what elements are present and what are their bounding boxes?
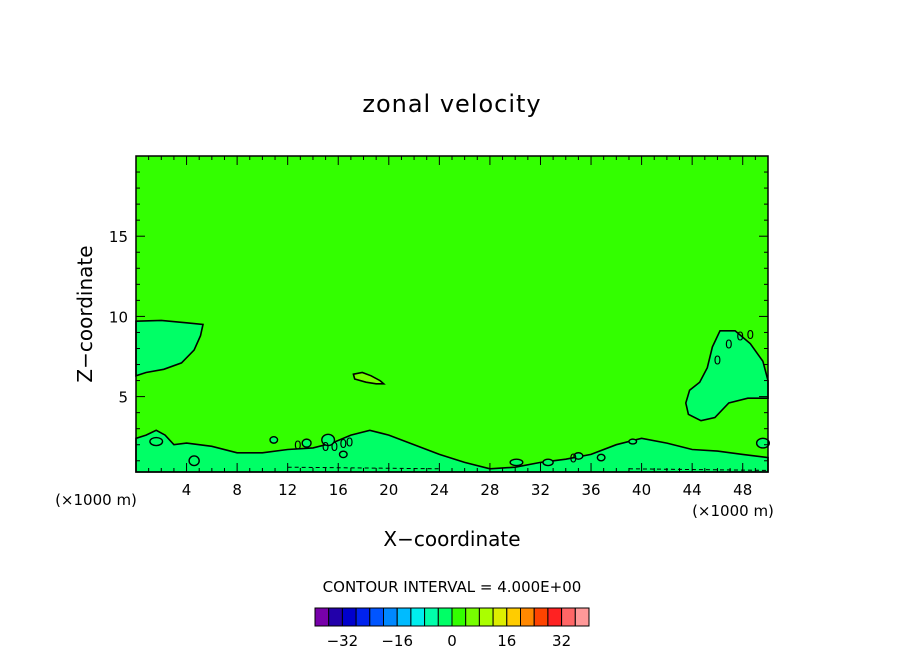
colorbar: −32 −16 0 16 32 [314, 607, 590, 650]
colorbar-swatch [533, 607, 549, 627]
contour-label: 0 [294, 439, 302, 453]
x-axis-label: X−coordinate [383, 527, 520, 551]
contour-label: 0 [339, 437, 347, 451]
contour-blob [269, 436, 279, 444]
colorbar-swatch [492, 607, 508, 627]
contour-label: 0 [322, 440, 330, 454]
contour-region [352, 371, 386, 385]
x-tick-label: 44 [683, 481, 702, 499]
colorbar-swatch [314, 607, 330, 627]
x-tick-label: 32 [531, 481, 550, 499]
contour-blob [596, 453, 606, 462]
colorbar-swatch [574, 607, 590, 627]
contour-interval-label: CONTOUR INTERVAL = 4.000E+00 [323, 578, 582, 596]
contour-region [135, 319, 204, 377]
colorbar-swatch [478, 607, 494, 627]
colorbar-swatch [547, 607, 563, 627]
colorbar-swatch [396, 607, 412, 627]
y-tick-label: 15 [109, 228, 128, 246]
colorbar-tick-label: −16 [381, 632, 413, 650]
contour-blob [149, 436, 164, 447]
field-background [136, 156, 768, 472]
y-tick-label: 5 [118, 389, 128, 407]
x-tick-label: 12 [278, 481, 297, 499]
x-tick-label: 20 [379, 481, 398, 499]
contour-region [684, 330, 769, 422]
x-tick-label: 48 [733, 481, 752, 499]
colorbar-swatch [451, 607, 467, 627]
colorbar-swatch [465, 607, 480, 627]
chart-title: zonal velocity [362, 90, 541, 118]
colorbar-swatch [520, 607, 535, 627]
colorbar-tick-label: −32 [327, 632, 359, 650]
contour-label: 0 [725, 337, 733, 351]
y-tick-label: 10 [109, 308, 128, 326]
dashed-contour [628, 468, 769, 471]
contour-label: 0 [331, 440, 339, 454]
colorbar-swatch [424, 607, 439, 627]
contour-blob [755, 437, 770, 449]
colorbar-swatch [341, 607, 357, 627]
y-axis-label: Z−coordinate [73, 245, 97, 382]
contour-label: 0 [570, 451, 578, 465]
colorbar-tick-label: 16 [497, 632, 516, 650]
x-unit-right: (×1000 m) [692, 502, 774, 520]
contour-blob [509, 458, 524, 467]
colorbar-swatch [383, 607, 398, 627]
x-tick-label: 24 [430, 481, 449, 499]
contour-label: 0 [746, 328, 754, 342]
colorbar-swatch [369, 607, 384, 627]
contour-region [135, 429, 769, 473]
contour-blob [573, 452, 584, 460]
colorbar-tick-label: 0 [447, 632, 457, 650]
x-tick-label: 4 [182, 481, 192, 499]
contour-blob [338, 450, 348, 459]
colorbar-swatch [355, 607, 371, 627]
contour-blob [301, 438, 312, 448]
colorbar-swatch [561, 607, 576, 627]
contour-label: 0 [346, 435, 354, 449]
x-tick-label: 36 [581, 481, 600, 499]
x-tick-label: 28 [480, 481, 499, 499]
colorbar-swatch [410, 607, 426, 627]
contour-blob [321, 433, 336, 447]
colorbar-tick-label: 32 [552, 632, 571, 650]
contour-label: 0 [736, 329, 744, 343]
contour-label: 0 [714, 354, 722, 368]
colorbar-swatch [328, 607, 343, 627]
x-tick-label: 40 [632, 481, 651, 499]
contour-blob [628, 438, 638, 445]
x-tick-label: 8 [232, 481, 242, 499]
colorbar-swatch [506, 607, 521, 627]
contour-blob [188, 455, 200, 467]
x-unit-left: (×1000 m) [55, 491, 137, 509]
x-tick-label: 16 [329, 481, 348, 499]
colorbar-swatch [437, 607, 453, 627]
contour-blob [542, 458, 554, 467]
